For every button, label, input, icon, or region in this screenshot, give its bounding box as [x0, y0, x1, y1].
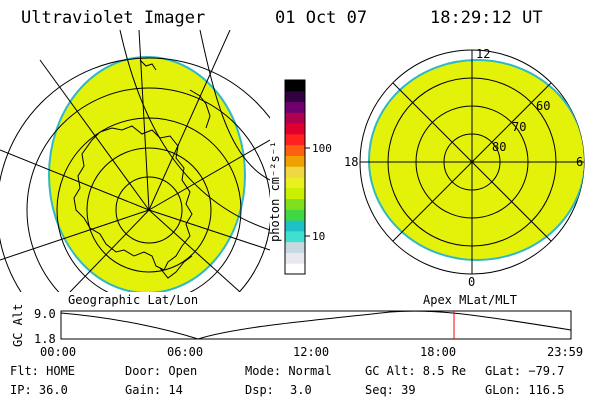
- colorbar-tick-10: 10: [312, 230, 325, 243]
- info-dsp-label: Dsp:: [245, 383, 274, 397]
- altitude-plot: 9.0 1.8 GC Alt 00:00 06:00 12:00 18:00 2…: [11, 304, 583, 359]
- colorbar-swatch: [285, 166, 305, 178]
- colorbar-swatch: [285, 123, 305, 135]
- colorbar-unit-label: photon cm⁻²s⁻¹: [268, 141, 282, 242]
- geo-grid: [0, 30, 270, 292]
- alt-xtick-3: 18:00: [420, 345, 456, 359]
- colorbar-swatch: [285, 177, 305, 189]
- coastline: [73, 125, 193, 271]
- info-flt: Flt: HOME: [10, 364, 75, 378]
- info-gain: Gain: 14: [125, 383, 183, 397]
- colorbar-swatch: [285, 133, 305, 146]
- mlat-60-label: 60: [536, 99, 550, 113]
- info-dsp-value: 3.0: [290, 383, 312, 397]
- colorbar-swatch: [285, 252, 305, 264]
- colorbar-swatch: [285, 220, 305, 232]
- info-glat: GLat: −79.7: [485, 364, 564, 378]
- geographic-map: Geographic Lat/Lon: [0, 30, 270, 307]
- apex-label: Apex MLat/MLT: [423, 293, 517, 307]
- colorbar-tick-100: 100: [312, 142, 332, 155]
- info-block: Flt: HOME IP: 36.0 Door: Open Gain: 14 M…: [10, 364, 564, 397]
- mlt-12-label: 12: [476, 47, 490, 61]
- alt-xtick-4: 23:59: [547, 345, 583, 359]
- mlt-0-label: 0: [468, 275, 475, 289]
- alt-xtick-2: 12:00: [293, 345, 329, 359]
- colorbar-swatch: [285, 187, 305, 200]
- colorbar-swatch: [285, 263, 305, 275]
- magnetic-map: 12 18 6 0 60 70 80 Apex MLat/MLT: [344, 47, 585, 307]
- colorbar-swatch: [285, 90, 305, 103]
- geographic-label: Geographic Lat/Lon: [68, 293, 198, 307]
- alt-ylabel: GC Alt: [11, 304, 25, 347]
- altitude-trace: [60, 310, 572, 340]
- mlt-18-label: 18: [344, 155, 358, 169]
- mlat-grid: [360, 50, 584, 274]
- mlat-80-label: 80: [492, 140, 506, 154]
- alt-xtick-1: 06:00: [167, 345, 203, 359]
- instrument-title: Ultraviolet Imager: [21, 8, 206, 28]
- info-door: Door: Open: [125, 364, 197, 378]
- image-date: 01 Oct 07: [275, 8, 368, 28]
- info-glon: GLon: 116.5: [485, 383, 564, 397]
- colorbar-swatch: [285, 241, 305, 253]
- info-gc-alt: GC Alt: 8.5 Re: [365, 364, 466, 378]
- colorbar-swatch: [285, 80, 305, 92]
- mlt-6-label: 6: [576, 155, 583, 169]
- colorbar-swatch: [285, 101, 305, 113]
- colorbar: 100 10 photon cm⁻²s⁻¹: [268, 79, 332, 275]
- colorbar-swatch: [285, 112, 305, 124]
- alt-ytick-1: 1.8: [34, 332, 56, 346]
- colorbar-swatch: [285, 198, 305, 210]
- alt-xtick-0: 00:00: [40, 345, 76, 359]
- info-mode: Mode: Normal: [245, 364, 332, 378]
- image-time: 18:29:12 UT: [430, 8, 543, 28]
- colorbar-swatch: [285, 144, 305, 156]
- info-seq: Seq: 39: [365, 383, 416, 397]
- colorbar-swatch: [285, 230, 305, 243]
- mlat-70-label: 70: [512, 120, 526, 134]
- colorbar-swatch: [285, 155, 305, 167]
- info-ip: IP: 36.0: [10, 383, 68, 397]
- aurora-image-right: [368, 59, 584, 261]
- colorbar-swatch: [285, 209, 305, 221]
- alt-ytick-9: 9.0: [34, 307, 56, 321]
